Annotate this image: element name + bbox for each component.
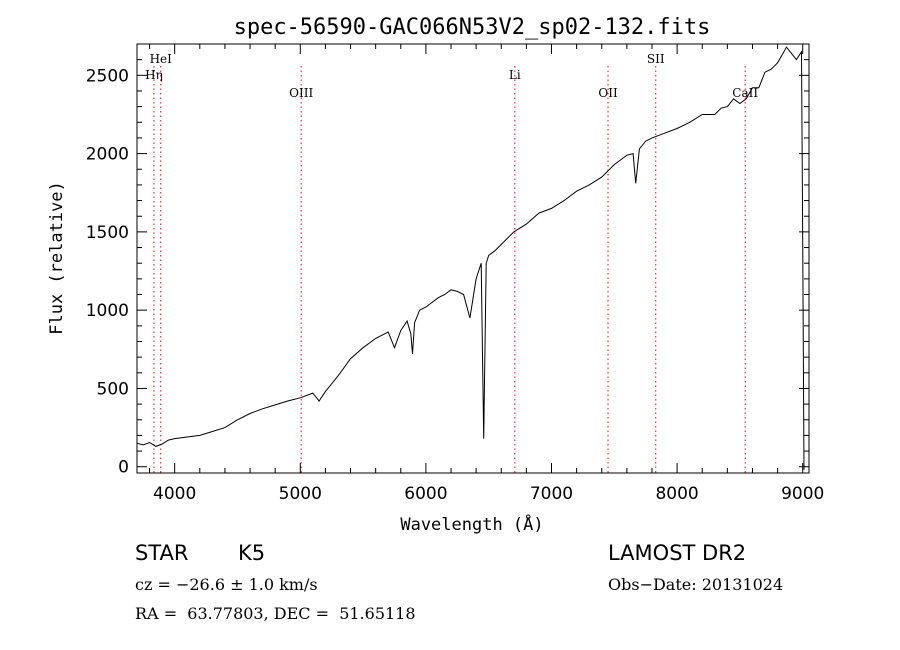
marker-label: OII bbox=[598, 86, 618, 100]
x-tick-label: 4000 bbox=[153, 484, 196, 504]
object-class: STAR bbox=[135, 541, 189, 565]
x-tick-label: 8000 bbox=[655, 484, 698, 504]
plot-frame bbox=[136, 43, 810, 474]
axis-ticks: 4000 5000 6000 7000 8000 9000 0 500 1000 1500 2000… bbox=[86, 44, 824, 504]
survey-label: LAMOST DR2 bbox=[608, 541, 747, 565]
redshift-text: cz = −26.6 ± 1.0 km/s bbox=[135, 575, 318, 594]
obs-date-text: Obs−Date: 20131024 bbox=[608, 575, 784, 594]
marker-label: SII bbox=[647, 52, 665, 66]
y-tick-label: 0 bbox=[118, 458, 129, 478]
y-tick-label: 1000 bbox=[86, 301, 129, 321]
coordinates-text: RA = 63.77803, DEC = 51.65118 bbox=[135, 604, 416, 623]
x-tick-label: 9000 bbox=[781, 484, 824, 504]
y-tick-label: 2500 bbox=[86, 66, 129, 86]
x-tick-label: 5000 bbox=[279, 484, 322, 504]
x-tick-label: 6000 bbox=[404, 484, 447, 504]
x-axis-label: Wavelength (Å) bbox=[400, 513, 543, 535]
chart-title: spec-56590-GAC066N53V2_sp02-132.fits bbox=[234, 15, 711, 40]
y-tick-label: 2000 bbox=[86, 145, 129, 165]
marker-label: Li bbox=[509, 68, 521, 82]
y-axis-label: Flux (relative) bbox=[47, 181, 67, 335]
spectrum-line bbox=[136, 46, 805, 470]
x-tick-label: 7000 bbox=[530, 484, 573, 504]
marker-label: HeI bbox=[150, 52, 173, 66]
marker-label: Hη bbox=[145, 68, 163, 82]
object-subclass: K5 bbox=[238, 541, 266, 565]
marker-label: OIII bbox=[289, 86, 313, 100]
y-tick-label: 500 bbox=[97, 379, 129, 399]
y-tick-label: 1500 bbox=[86, 223, 129, 243]
